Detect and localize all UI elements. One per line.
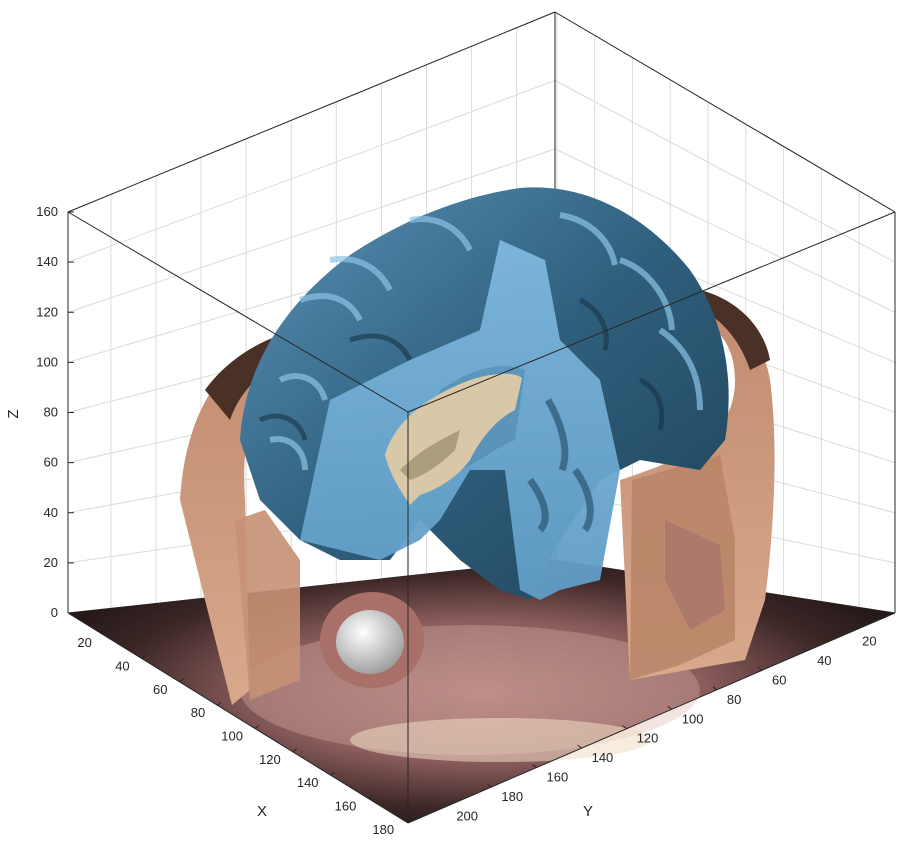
- tick-mark: [330, 771, 335, 776]
- x-tick-label: 180: [372, 822, 394, 837]
- axes-front-edge: [67, 211, 409, 413]
- x-tick-label: 80: [191, 705, 205, 720]
- tick-mark: [141, 655, 146, 659]
- z-tick-label: 0: [51, 605, 58, 620]
- grid-line-z: [67, 80, 556, 263]
- axes-ticks: 0 20 40 60 80 100 120 140 160 20 40 60 80 100 120 140 16…: [36, 204, 876, 837]
- x-tick-label: 60: [153, 682, 167, 697]
- scalp-surface: [180, 290, 775, 705]
- y-tick-label: 60: [772, 672, 786, 687]
- y-tick-label: 180: [501, 789, 523, 804]
- grid-line-z: [554, 148, 896, 313]
- y-tick-label: 20: [862, 633, 876, 648]
- grid-line-z: [554, 80, 896, 263]
- y-tick-label: 40: [817, 653, 831, 668]
- y-tick-label: 100: [682, 711, 704, 726]
- x-tick-label: 160: [335, 799, 357, 814]
- x-tick-label: 140: [297, 775, 319, 790]
- axes-front-edge: [407, 211, 896, 413]
- z-tick-label: 60: [44, 455, 58, 470]
- z-tick-label: 20: [44, 555, 58, 570]
- z-tick-label: 100: [36, 354, 58, 369]
- tick-mark: [532, 764, 537, 768]
- tick-mark: [622, 725, 627, 730]
- tick-mark: [368, 795, 373, 799]
- tick-mark: [712, 686, 718, 691]
- z-axis-label: Z: [5, 409, 22, 418]
- x-tick-label: 120: [259, 752, 281, 767]
- axes-front-edge: [407, 612, 896, 824]
- z-tick-label: 40: [44, 505, 58, 520]
- y-axis-label: Y: [583, 803, 593, 820]
- tick-mark: [179, 678, 184, 683]
- y-tick-label: 120: [637, 731, 659, 746]
- z-tick-label: 80: [44, 405, 58, 420]
- tick-mark: [254, 725, 260, 729]
- y-tick-label: 140: [592, 750, 614, 765]
- x-axis-label: X: [257, 803, 267, 820]
- eye-surface: [320, 592, 424, 688]
- y-tick-label: 80: [727, 692, 741, 707]
- x-tick-label: 20: [77, 635, 91, 650]
- tick-mark: [577, 744, 582, 749]
- tick-mark: [405, 818, 411, 823]
- y-tick-label: 160: [547, 770, 569, 785]
- x-tick-label: 40: [115, 659, 129, 674]
- tick-mark: [442, 803, 447, 807]
- tick-mark: [802, 647, 808, 652]
- x-tick-label: 100: [221, 729, 243, 744]
- tick-mark: [847, 628, 853, 632]
- grid-line-z: [67, 148, 556, 313]
- ventricle-shadow: [400, 430, 460, 480]
- z-tick-label: 160: [36, 204, 58, 219]
- tick-mark: [216, 701, 222, 706]
- z-tick-label: 140: [36, 254, 58, 269]
- tick-mark: [103, 631, 109, 636]
- tick-mark: [292, 748, 298, 753]
- axes-back-edge: [67, 11, 556, 213]
- tick-mark: [487, 783, 492, 788]
- tick-mark: [757, 666, 763, 671]
- axes-back-edge: [554, 11, 896, 213]
- y-tick-label: 200: [456, 808, 478, 823]
- tick-mark: [667, 705, 673, 710]
- axes-front-edge: [67, 612, 409, 824]
- axes-box: [67, 211, 896, 824]
- z-tick-label: 120: [36, 304, 58, 319]
